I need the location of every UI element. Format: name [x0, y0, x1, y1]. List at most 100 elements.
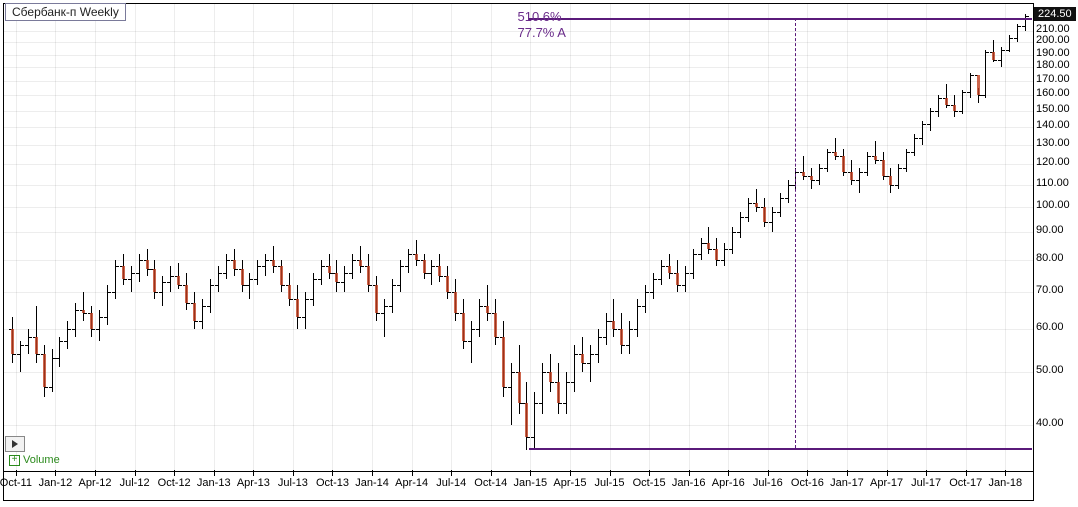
y-tick-label: 80.00 — [1032, 252, 1064, 264]
gridline-vertical — [55, 4, 56, 471]
ohlc-bar — [218, 266, 219, 292]
x-tick-label: Jan-18 — [988, 477, 1022, 489]
ohlc-bar — [313, 273, 314, 307]
x-tick-label: Jan-15 — [514, 477, 548, 489]
gridline-horizontal — [4, 67, 1033, 68]
ohlc-bar — [360, 246, 361, 273]
ohlc-bar — [210, 279, 211, 314]
x-tick — [807, 470, 808, 476]
gridline-vertical — [372, 4, 373, 471]
gridline-vertical — [530, 4, 531, 471]
x-tick — [412, 470, 413, 476]
ohlc-bar — [756, 189, 757, 212]
ohlc-bar — [637, 299, 638, 337]
x-tick-label: Jul-17 — [911, 477, 941, 489]
x-tick — [847, 470, 848, 476]
x-tick — [451, 470, 452, 476]
gridline-vertical — [887, 4, 888, 471]
ohlc-bar — [305, 292, 306, 329]
ohlc-bar — [629, 321, 630, 354]
x-tick — [768, 470, 769, 476]
ohlc-bar — [352, 254, 353, 278]
gridline-vertical — [966, 4, 967, 471]
x-tick-label: Jul-14 — [436, 477, 466, 489]
gridline-vertical — [174, 4, 175, 471]
gridline-horizontal — [4, 111, 1033, 112]
gridline-horizontal — [4, 207, 1033, 208]
gridline-horizontal — [4, 329, 1033, 330]
gridline-horizontal — [4, 232, 1033, 233]
gridline-horizontal — [4, 95, 1033, 96]
ohlc-bar — [479, 299, 480, 337]
ohlc-bar — [431, 260, 432, 285]
gridline-vertical — [610, 4, 611, 471]
ohlc-bar — [131, 266, 132, 292]
x-tick — [293, 470, 294, 476]
volume-label: Volume — [23, 454, 60, 466]
x-tick-label: Apr-17 — [870, 477, 903, 489]
x-tick — [174, 470, 175, 476]
y-tick-label: 150.00 — [1032, 103, 1070, 115]
ohlc-bar — [471, 321, 472, 363]
x-tick — [530, 470, 531, 476]
x-axis: Oct-11Jan-12Apr-12Jul-12Oct-12Jan-13Apr-… — [3, 470, 1034, 501]
ohlc-bar — [685, 266, 686, 292]
x-tick-label: Jul-16 — [753, 477, 783, 489]
gridline-horizontal — [4, 164, 1033, 165]
annotation-pct-high: 510.6% — [518, 9, 562, 24]
ohlc-bar — [384, 299, 385, 337]
gridline-vertical — [807, 4, 808, 471]
ohlc-bar — [344, 266, 345, 292]
x-tick — [16, 470, 17, 476]
ohlc-bar — [170, 266, 171, 292]
ohlc-bar — [257, 260, 258, 285]
ohlc-bar — [780, 193, 781, 217]
x-tick-label: Oct-11 — [0, 477, 32, 489]
gridline-vertical — [649, 4, 650, 471]
x-tick-label: Jul-15 — [595, 477, 625, 489]
gridline-vertical — [926, 4, 927, 471]
y-tick-label: 210.00 — [1032, 23, 1070, 35]
ohlc-bar — [590, 345, 591, 382]
ohlc-bar — [83, 292, 84, 321]
x-tick-label: Apr-12 — [79, 477, 112, 489]
x-tick — [887, 470, 888, 476]
gridline-horizontal — [4, 81, 1033, 82]
y-tick-label: 90.00 — [1032, 224, 1064, 236]
plot-area[interactable] — [3, 3, 1034, 472]
ohlc-bar — [566, 372, 567, 413]
ohlc-bar — [732, 227, 733, 254]
ohlc-bar — [645, 285, 646, 313]
y-tick-label: 50.00 — [1032, 364, 1064, 376]
x-tick — [610, 470, 611, 476]
x-tick-label: Jul-12 — [120, 477, 150, 489]
ohlc-bar — [606, 313, 607, 345]
x-tick — [1005, 470, 1006, 476]
playback-button[interactable] — [5, 436, 25, 452]
x-tick — [966, 470, 967, 476]
ohlc-bar — [748, 198, 749, 222]
gridline-horizontal — [4, 55, 1033, 56]
volume-toggle[interactable]: + Volume — [9, 454, 60, 466]
x-tick-label: Oct-12 — [158, 477, 191, 489]
gridline-vertical — [768, 4, 769, 471]
y-tick-label: 60.00 — [1032, 321, 1064, 333]
x-tick-label: Oct-14 — [474, 477, 507, 489]
ohlc-bar — [52, 349, 53, 392]
x-tick — [728, 470, 729, 476]
x-tick-label: Jan-13 — [197, 477, 231, 489]
x-tick-label: Oct-13 — [316, 477, 349, 489]
ohlc-bar — [392, 279, 393, 314]
ohlc-bar — [542, 363, 543, 414]
gridline-vertical — [728, 4, 729, 471]
x-tick-label: Apr-16 — [712, 477, 745, 489]
x-tick — [372, 470, 373, 476]
ohlc-bar — [661, 260, 662, 285]
gridline-vertical — [847, 4, 848, 471]
ohlc-bar — [724, 243, 725, 266]
ohlc-bar — [28, 329, 29, 354]
y-tick-label: 160.00 — [1032, 87, 1070, 99]
x-tick-label: Jan-17 — [830, 477, 864, 489]
y-tick-label: 70.00 — [1032, 284, 1064, 296]
x-tick — [332, 470, 333, 476]
